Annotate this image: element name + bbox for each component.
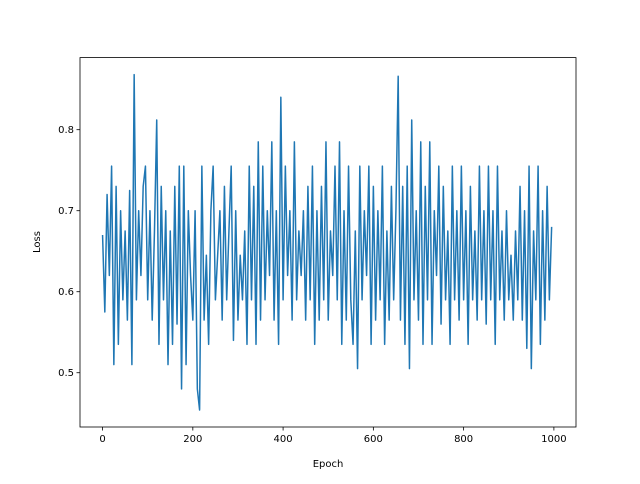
x-tick-label: 200 [183, 434, 202, 445]
plot-area [101, 73, 553, 411]
y-axis-label: Loss [32, 231, 43, 253]
y-tick-label: 0.5 [58, 368, 74, 379]
axes-frame [79, 57, 577, 428]
x-tick-label: 1000 [541, 434, 566, 445]
y-tick-label: 0.8 [58, 125, 74, 136]
x-axis: 0 200 400 600 800 1000 [99, 427, 567, 445]
x-tick-label: 0 [99, 434, 105, 445]
x-axis-label: Epoch [313, 459, 344, 470]
x-tick-label: 800 [454, 434, 473, 445]
loss-series-line [101, 73, 553, 411]
y-tick-label: 0.6 [58, 287, 74, 298]
y-axis: 0.5 0.6 0.7 0.8 [58, 125, 80, 379]
y-tick-label: 0.7 [58, 206, 74, 217]
x-tick-label: 600 [364, 434, 383, 445]
x-tick-label: 400 [274, 434, 293, 445]
